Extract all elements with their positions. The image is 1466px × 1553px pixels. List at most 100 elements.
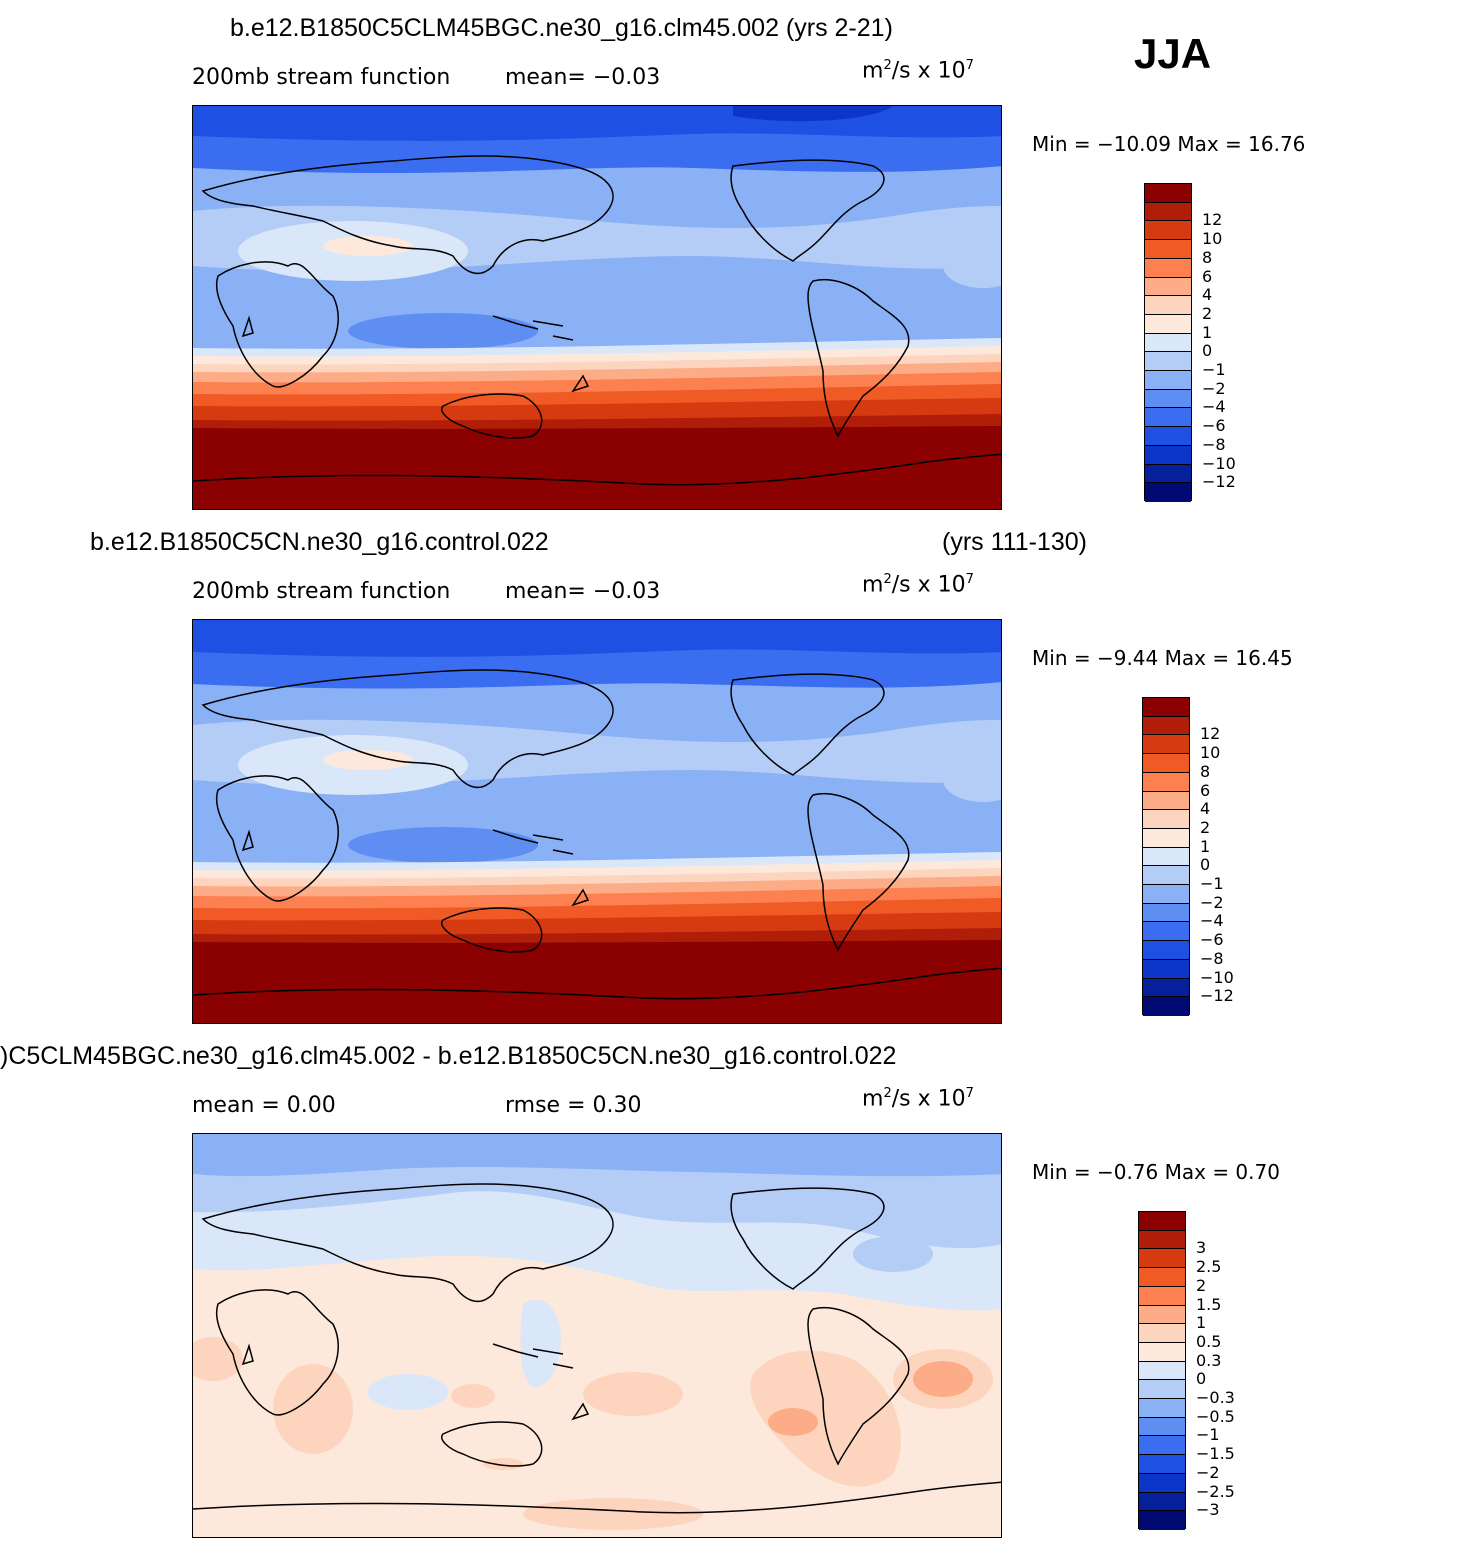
colorbar-segment xyxy=(1143,716,1189,736)
colorbar-label: 10 xyxy=(1202,229,1223,249)
colorbar-label: −4 xyxy=(1200,911,1224,931)
colorbar-segment xyxy=(1139,1268,1185,1287)
colorbar-segment xyxy=(1143,847,1189,867)
colorbar-label: 1.5 xyxy=(1196,1294,1222,1314)
colorbar-label: 0.5 xyxy=(1196,1331,1222,1351)
panel2-title: b.e12.B1850C5CN.ne30_g16.control.022 xyxy=(90,528,549,556)
colorbar-label: 2 xyxy=(1202,303,1213,323)
colorbar-label: 0 xyxy=(1202,341,1213,361)
colorbar-segment xyxy=(1143,791,1189,811)
season-label: JJA xyxy=(1134,30,1212,77)
panel1-map xyxy=(192,105,1002,510)
panel1-units: m2/s x 107 xyxy=(862,58,974,84)
panel2-colorbar: 12 10 8 6 4 2 1 0 −1 −2 −4 −6 −8 −10 −12 xyxy=(1142,697,1262,1016)
panel1-field-name: 200mb stream function xyxy=(192,65,451,90)
colorbar-segment xyxy=(1143,885,1189,904)
colorbar-label: −10 xyxy=(1202,453,1236,473)
colorbar-segment xyxy=(1139,1473,1185,1493)
colorbar-label: −1 xyxy=(1200,874,1224,894)
colorbar-segment xyxy=(1143,866,1189,886)
colorbar-segment xyxy=(1139,1305,1185,1325)
colorbar-segment xyxy=(1139,1455,1185,1474)
colorbar-label: −1.5 xyxy=(1196,1444,1235,1464)
colorbar-segment xyxy=(1145,258,1191,278)
panel2-contour-field xyxy=(193,620,1001,1023)
colorbar-label: −2 xyxy=(1202,378,1226,398)
colorbar-segment xyxy=(1139,1342,1185,1362)
panel3-title: )C5CLM45BGC.ne30_g16.clm45.002 - b.e12.B… xyxy=(0,1042,897,1070)
colorbar-label: −2 xyxy=(1200,892,1224,912)
panel2-units: m2/s x 107 xyxy=(862,572,974,598)
colorbar-label: −1 xyxy=(1196,1425,1220,1445)
colorbar-label: 10 xyxy=(1200,743,1221,763)
panel1-title: b.e12.B1850C5CLM45BGC.ne30_g16.clm45.002… xyxy=(230,14,893,42)
colorbar-label: −12 xyxy=(1200,986,1234,1006)
colorbar-segment xyxy=(1139,1511,1185,1530)
colorbar-segment xyxy=(1143,810,1189,829)
colorbar-label: −0.3 xyxy=(1196,1388,1235,1408)
panel2-field-name: 200mb stream function xyxy=(192,579,451,604)
colorbar-segment xyxy=(1145,408,1191,428)
colorbar-segment xyxy=(1143,754,1189,773)
colorbar-label: 6 xyxy=(1200,780,1211,800)
colorbar-segment xyxy=(1139,1436,1185,1456)
panel1-min-max: Min = −10.09 Max = 16.76 xyxy=(1032,132,1306,156)
colorbar-segment xyxy=(1143,959,1189,979)
colorbar-label: 6 xyxy=(1202,266,1213,286)
colorbar-segment xyxy=(1143,922,1189,942)
colorbar-label: 1 xyxy=(1196,1313,1207,1333)
colorbar-label: −12 xyxy=(1202,472,1236,492)
colorbar-segment xyxy=(1139,1399,1185,1418)
colorbar-label: 8 xyxy=(1202,247,1213,267)
colorbar-segment xyxy=(1143,698,1189,717)
colorbar-segment xyxy=(1145,202,1191,222)
panel3-map xyxy=(192,1133,1002,1538)
colorbar-segment xyxy=(1145,371,1191,390)
colorbar-label: 12 xyxy=(1202,210,1223,230)
colorbar-segment xyxy=(1139,1380,1185,1400)
colorbar-label: 0 xyxy=(1200,855,1211,875)
colorbar-label: 8 xyxy=(1200,761,1211,781)
colorbar-label: −8 xyxy=(1202,434,1226,454)
colorbar-label: 3 xyxy=(1196,1238,1207,1258)
panel3-mean: mean = 0.00 xyxy=(192,1093,336,1118)
panel3-colorbar: 3 2.5 2 1.5 1 0.5 0.3 0 −0.3 −0.5 −1 −1.5 −2 −2.5 −3 xyxy=(1138,1211,1258,1530)
colorbar-label: 0 xyxy=(1196,1369,1207,1389)
panel3-units: m2/s x 107 xyxy=(862,1086,974,1112)
colorbar-label: −4 xyxy=(1202,397,1226,417)
colorbar-segment xyxy=(1145,445,1191,465)
colorbar-segment xyxy=(1143,997,1189,1016)
colorbar-label: 1 xyxy=(1202,322,1213,342)
panel2-mean: mean= −0.03 xyxy=(505,579,661,604)
colorbar-segment xyxy=(1145,333,1191,353)
colorbar-segment xyxy=(1143,828,1189,848)
panel2-colorbar-boxes xyxy=(1142,697,1190,1016)
colorbar-segment xyxy=(1139,1286,1185,1306)
colorbar-segment xyxy=(1145,184,1191,203)
panel2-years: (yrs 111-130) xyxy=(942,528,1087,556)
colorbar-label: −2 xyxy=(1196,1462,1220,1482)
colorbar-segment xyxy=(1145,427,1191,446)
colorbar-segment xyxy=(1145,483,1191,502)
colorbar-segment xyxy=(1145,389,1191,409)
colorbar-segment xyxy=(1143,978,1189,998)
colorbar-label: −6 xyxy=(1200,930,1224,950)
panel1-colorbar-boxes xyxy=(1144,183,1192,502)
colorbar-segment xyxy=(1143,903,1189,923)
colorbar-segment xyxy=(1139,1212,1185,1231)
colorbar-segment xyxy=(1139,1230,1185,1250)
panel3-colorbar-boxes xyxy=(1138,1211,1186,1530)
colorbar-label: 4 xyxy=(1202,285,1213,305)
colorbar-label: −1 xyxy=(1202,360,1226,380)
colorbar-segment xyxy=(1145,221,1191,241)
panel1-mean: mean= −0.03 xyxy=(505,65,661,90)
colorbar-segment xyxy=(1145,277,1191,297)
colorbar-segment xyxy=(1139,1492,1185,1512)
colorbar-label: 2.5 xyxy=(1196,1257,1222,1277)
colorbar-label: 2 xyxy=(1196,1275,1207,1295)
colorbar-segment xyxy=(1145,240,1191,259)
colorbar-segment xyxy=(1139,1361,1185,1381)
colorbar-segment xyxy=(1139,1249,1185,1269)
colorbar-label: 1 xyxy=(1200,836,1211,856)
colorbar-label: −2.5 xyxy=(1196,1481,1235,1501)
